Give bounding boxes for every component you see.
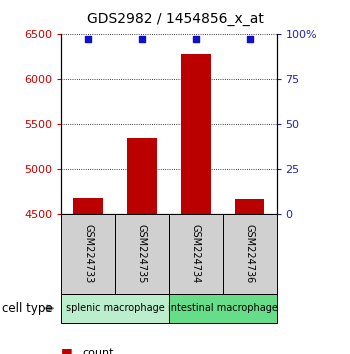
- Text: splenic macrophage: splenic macrophage: [66, 303, 164, 313]
- Text: count: count: [82, 348, 114, 354]
- Text: cell type: cell type: [2, 302, 52, 315]
- Text: GSM224733: GSM224733: [83, 224, 93, 284]
- Bar: [181, 54, 211, 214]
- Text: GSM224736: GSM224736: [245, 224, 254, 284]
- Text: GSM224734: GSM224734: [191, 224, 201, 284]
- Point: [139, 36, 145, 41]
- Text: GSM224735: GSM224735: [137, 224, 147, 284]
- Text: intestinal macrophage: intestinal macrophage: [168, 303, 278, 313]
- Point: [193, 36, 198, 41]
- Point: [85, 36, 91, 41]
- Bar: [235, 199, 264, 214]
- Text: GDS2982 / 1454856_x_at: GDS2982 / 1454856_x_at: [86, 12, 264, 27]
- Bar: [74, 198, 103, 214]
- Point: [247, 36, 252, 41]
- Text: ■: ■: [61, 347, 73, 354]
- Bar: [127, 138, 157, 214]
